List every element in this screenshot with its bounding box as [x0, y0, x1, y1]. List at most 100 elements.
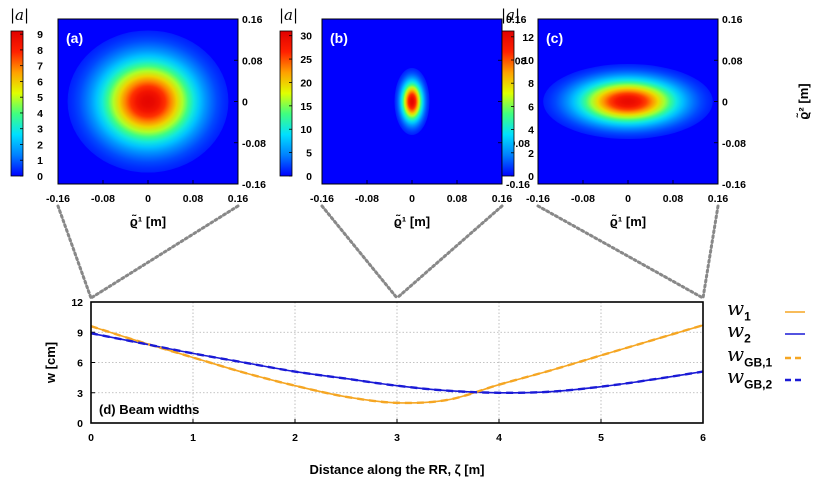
y-tick-label: 0.08: [242, 55, 263, 67]
colorbar-tick-label: 5: [37, 92, 43, 104]
legend-entry-4: wGB,2: [727, 364, 772, 392]
x-tick-label: 0.08: [183, 193, 204, 205]
x-tick-label: 0.08: [663, 193, 684, 205]
y-tick-label: -0.08: [242, 138, 266, 150]
plot-frame: [90, 301, 704, 424]
colorbar-tick-label: 10: [522, 55, 534, 67]
colorbar: [10, 30, 24, 177]
x-tick-label: 2: [292, 432, 298, 444]
y-tick-label: 0: [722, 97, 728, 109]
x-axis-label: Distance along the RR, ζ [m]: [309, 462, 484, 477]
legend-entry-4-sub: GB,2: [744, 378, 772, 392]
colorbar-title: |a|: [279, 6, 298, 24]
beam-spot: [67, 30, 229, 173]
heatmap-panel-2: (b) |a| 0 5 10 15 20 25 30 -0.16 -0.08 0 0.08 0.16 0.1…: [279, 6, 530, 229]
series-line-w2: [90, 332, 704, 394]
x-tick-label: 0.08: [447, 193, 468, 205]
y-tick-label: -0.16: [242, 179, 266, 191]
y-tick-label: 12: [71, 297, 83, 309]
y-tick-label: -0.08: [722, 138, 746, 150]
colorbar-tick-label: 6: [37, 76, 43, 88]
series-line-w1: [90, 324, 704, 404]
colorbar-title: |a|: [10, 6, 29, 24]
colorbar-tick-label: 8: [528, 78, 534, 90]
y-tick-label: 0.16: [242, 14, 263, 26]
heatmap-frame: [57, 18, 239, 185]
x-tick-label: -0.08: [571, 193, 595, 205]
colorbar: [279, 30, 293, 177]
y-axis-label: w [cm]: [43, 342, 58, 384]
y-tick-label: 0.08: [722, 55, 743, 67]
legend-entry-2-sub: 2: [744, 332, 751, 346]
zoom-connector-line: [536, 204, 705, 300]
colorbar-tick-label: 2: [37, 139, 43, 151]
zoom-connector-line: [320, 204, 399, 300]
x-tick-label: -0.08: [355, 193, 379, 205]
x-tick-label: 0: [625, 193, 631, 205]
y-tick-label: 6: [77, 358, 83, 370]
x-tick-label: 0: [145, 193, 151, 205]
colorbar-tick-label: 3: [37, 124, 43, 136]
colorbar-tick-label: 25: [300, 54, 312, 66]
colorbar-title: |a|: [501, 6, 520, 24]
y-axis-label-text: w [cm]: [43, 342, 58, 384]
zoom-connector-line: [89, 204, 240, 300]
heatmap-panel-1: (a) |a| 0 1 2 3 4 5 6 7 8 9 -0.16 -0.08 0 0.08 0.16 0.16 0…: [10, 6, 266, 229]
heatmap-frame: [537, 18, 719, 185]
y-tick-label: 0.16: [506, 14, 527, 26]
x-tick-label: -0.16: [526, 193, 550, 205]
colorbar-tick-label: 9: [37, 29, 43, 41]
colorbar-tick-label: 8: [37, 45, 43, 57]
legend-entry-1-main: w: [727, 296, 744, 320]
heatmap-panel-3: (c) |a| 0 2 4 6 8 10 12 -0.16 -0.08 0 0.08 0.16 0.16 0.…: [501, 6, 811, 229]
legend-entry-4-main: w: [727, 364, 744, 388]
y-tick-label: -0.16: [506, 179, 530, 191]
colorbar-tick-label: 0: [37, 171, 43, 183]
colorbar-tick-label: 2: [528, 148, 534, 160]
y-tick-label: 3: [77, 388, 83, 400]
x-tick-label: 0.16: [492, 193, 513, 205]
y-axis-label: ϱ̃² [m]: [796, 83, 811, 119]
zoom-connector-line: [395, 204, 504, 300]
legend-entry-2-main: w: [727, 318, 744, 342]
zoom-connectors: [56, 204, 720, 300]
panel-label: (c): [546, 30, 563, 46]
x-tick-label: 0.16: [708, 193, 729, 205]
x-tick-label: 5: [598, 432, 604, 444]
colorbar-tick-label: 4: [37, 108, 43, 120]
legend-entry-2: w2: [727, 318, 751, 346]
y-tick-label: 0: [242, 97, 248, 109]
legend-entry-1: w1: [727, 296, 751, 324]
x-tick-label: -0.16: [310, 193, 334, 205]
x-axis-label: ϱ̃¹ [m]: [394, 214, 430, 229]
x-tick-label: 3: [394, 432, 400, 444]
x-tick-label: 0: [409, 193, 415, 205]
legend-entry-3-main: w: [727, 342, 744, 366]
zoom-connector-line: [701, 204, 720, 300]
colorbar-tick-label: 15: [300, 101, 312, 113]
legend-entry-3-sub: GB,1: [744, 356, 772, 370]
x-tick-label: 1: [190, 432, 196, 444]
panel-label: (d) Beam widths: [99, 402, 199, 417]
colorbar-tick-label: 30: [300, 31, 312, 43]
colorbar-tick-label: 10: [300, 124, 312, 136]
legend-entry-3: wGB,1: [727, 342, 772, 370]
colorbar-tick-label: 20: [300, 77, 312, 89]
x-tick-label: 0: [88, 432, 94, 444]
x-axis-label: ϱ̃¹ [m]: [610, 214, 646, 229]
colorbar-tick-label: 6: [528, 101, 534, 113]
colorbar-tick-label: 0: [306, 171, 312, 183]
x-tick-label: 0.16: [228, 193, 249, 205]
x-tick-label: 4: [496, 432, 502, 444]
y-tick-label: 0: [77, 418, 83, 430]
x-tick-label: 6: [700, 432, 706, 444]
panel-label: (a): [66, 30, 83, 46]
panel-label: (b): [330, 30, 348, 46]
y-tick-label: 0.16: [722, 14, 743, 26]
beam-spot: [394, 67, 430, 136]
colorbar-tick-label: 12: [522, 32, 534, 44]
colorbar: [501, 30, 515, 177]
series-line-wgb1: [90, 324, 704, 405]
